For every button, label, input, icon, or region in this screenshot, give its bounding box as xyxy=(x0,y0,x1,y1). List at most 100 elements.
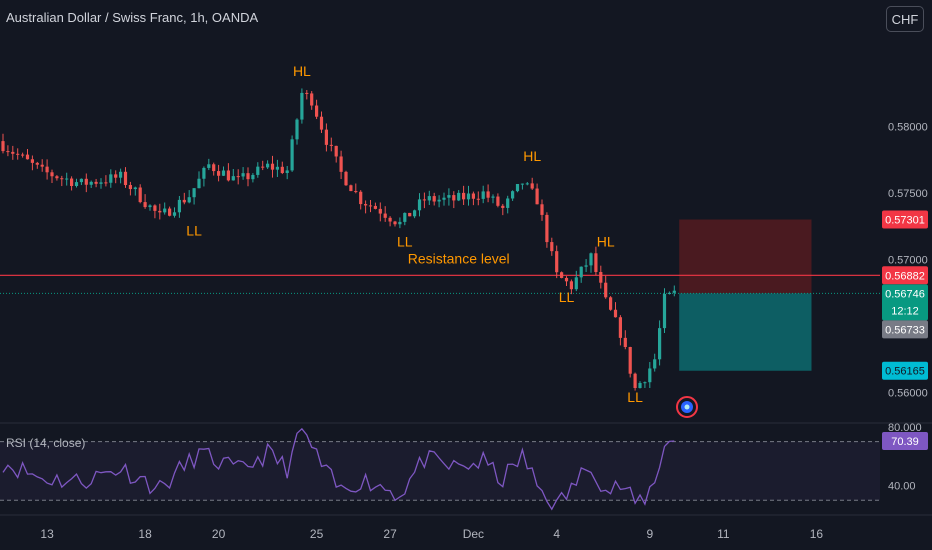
candle[interactable] xyxy=(133,186,137,196)
candle[interactable] xyxy=(486,184,490,203)
candle[interactable] xyxy=(447,188,451,206)
candle[interactable] xyxy=(84,173,88,193)
candle[interactable] xyxy=(270,155,275,178)
candle[interactable] xyxy=(413,209,417,219)
candle[interactable] xyxy=(315,99,319,120)
candle[interactable] xyxy=(153,204,157,219)
candle[interactable] xyxy=(613,302,618,318)
candle[interactable] xyxy=(221,166,226,177)
candle[interactable] xyxy=(501,203,505,216)
candle[interactable] xyxy=(158,203,162,220)
candle[interactable] xyxy=(6,145,10,157)
candle[interactable] xyxy=(119,168,123,184)
candle[interactable] xyxy=(383,206,387,222)
candle[interactable] xyxy=(662,288,667,333)
candle[interactable] xyxy=(256,162,260,178)
candle[interactable] xyxy=(555,245,559,279)
candle[interactable] xyxy=(305,90,309,100)
candle[interactable] xyxy=(633,372,637,391)
candle[interactable] xyxy=(212,162,216,176)
price-axis[interactable]: 0.58000 0.57500 0.57000 0.56000 80.000 40.00 xyxy=(888,121,928,492)
candle[interactable] xyxy=(310,91,314,110)
candle[interactable] xyxy=(648,362,652,389)
candle[interactable] xyxy=(236,169,240,185)
candle[interactable] xyxy=(393,220,397,227)
candle[interactable] xyxy=(569,279,573,295)
candle[interactable] xyxy=(344,170,348,186)
candle[interactable] xyxy=(476,191,480,206)
candle[interactable] xyxy=(182,192,186,205)
candle[interactable] xyxy=(74,178,79,188)
candle[interactable] xyxy=(16,148,20,160)
candle[interactable] xyxy=(241,167,245,180)
time-axis[interactable]: 13 18 20 25 27 Dec 4 9 11 16 xyxy=(0,514,932,541)
candle[interactable] xyxy=(364,200,368,214)
candle[interactable] xyxy=(584,259,588,272)
candle[interactable] xyxy=(79,178,83,186)
candle[interactable] xyxy=(623,330,627,350)
candle[interactable] xyxy=(574,270,578,292)
candle[interactable] xyxy=(618,315,622,346)
candle[interactable] xyxy=(491,194,495,204)
candle[interactable] xyxy=(148,204,152,211)
candle[interactable] xyxy=(432,192,436,206)
candle[interactable] xyxy=(560,271,564,279)
candle[interactable] xyxy=(604,275,608,299)
candle[interactable] xyxy=(388,216,392,227)
candle[interactable] xyxy=(368,200,373,213)
alert-icon[interactable] xyxy=(676,396,698,418)
candle[interactable] xyxy=(535,183,539,205)
candle[interactable] xyxy=(163,202,167,215)
candle[interactable] xyxy=(280,161,284,175)
candle[interactable] xyxy=(251,173,255,183)
candle[interactable] xyxy=(202,166,206,187)
candle[interactable] xyxy=(658,320,662,366)
candle[interactable] xyxy=(359,190,363,210)
candle[interactable] xyxy=(295,118,299,145)
candle[interactable] xyxy=(530,177,534,190)
candle[interactable] xyxy=(172,207,177,218)
candle[interactable] xyxy=(373,202,377,210)
rsi-pane[interactable] xyxy=(0,427,880,511)
candle[interactable] xyxy=(319,111,324,134)
candle[interactable] xyxy=(481,185,485,204)
candle[interactable] xyxy=(515,183,520,193)
candle[interactable] xyxy=(138,184,142,204)
candle[interactable] xyxy=(207,158,211,171)
candle[interactable] xyxy=(1,133,5,154)
candle[interactable] xyxy=(545,212,549,248)
take-profit-zone[interactable] xyxy=(679,293,812,371)
candle[interactable] xyxy=(226,163,230,182)
candle[interactable] xyxy=(70,176,74,191)
candle[interactable] xyxy=(217,164,221,182)
candle[interactable] xyxy=(143,194,147,209)
candle[interactable] xyxy=(89,180,93,188)
candle[interactable] xyxy=(599,265,603,289)
candle[interactable] xyxy=(123,167,128,188)
candle[interactable] xyxy=(564,276,569,286)
candle[interactable] xyxy=(231,169,235,181)
candle[interactable] xyxy=(408,212,412,217)
candle[interactable] xyxy=(506,195,510,214)
candle[interactable] xyxy=(609,296,613,311)
candle[interactable] xyxy=(589,252,593,273)
candle[interactable] xyxy=(114,170,118,184)
candle[interactable] xyxy=(643,381,647,388)
candle[interactable] xyxy=(109,169,113,188)
candle[interactable] xyxy=(628,346,632,378)
candle[interactable] xyxy=(50,169,54,183)
candle[interactable] xyxy=(192,188,196,205)
candle[interactable] xyxy=(40,159,44,172)
candle[interactable] xyxy=(275,159,279,177)
candle[interactable] xyxy=(525,181,529,186)
candle[interactable] xyxy=(579,266,583,283)
candle[interactable] xyxy=(177,195,181,218)
candle[interactable] xyxy=(187,190,191,204)
candle[interactable] xyxy=(378,202,382,222)
candle[interactable] xyxy=(60,175,64,187)
candle[interactable] xyxy=(653,353,657,372)
candle[interactable] xyxy=(452,191,456,209)
candle[interactable] xyxy=(403,212,407,226)
candle[interactable] xyxy=(638,381,642,389)
